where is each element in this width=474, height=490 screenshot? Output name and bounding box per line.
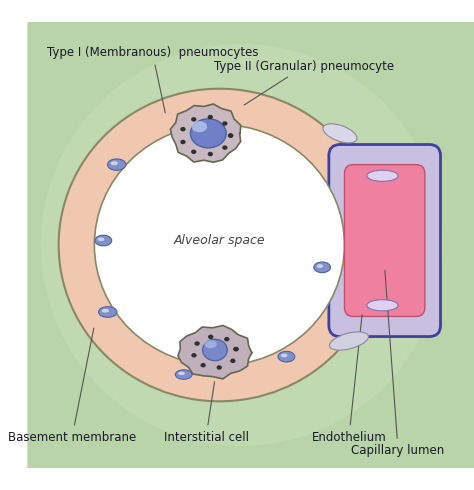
Ellipse shape <box>228 133 233 138</box>
Text: Type I (Membranous)  pneumocytes: Type I (Membranous) pneumocytes <box>47 47 258 113</box>
Ellipse shape <box>281 353 288 357</box>
Ellipse shape <box>367 300 398 311</box>
Ellipse shape <box>204 340 217 348</box>
Ellipse shape <box>108 159 126 171</box>
Ellipse shape <box>314 262 330 272</box>
Ellipse shape <box>329 332 368 350</box>
Text: Alveolar space: Alveolar space <box>173 234 265 247</box>
FancyBboxPatch shape <box>345 165 425 317</box>
Ellipse shape <box>217 365 222 370</box>
Ellipse shape <box>278 351 295 362</box>
Ellipse shape <box>233 347 238 351</box>
Ellipse shape <box>99 307 117 318</box>
Ellipse shape <box>233 347 238 351</box>
Text: Endothelium: Endothelium <box>311 315 386 443</box>
Ellipse shape <box>208 115 213 120</box>
Ellipse shape <box>41 44 443 446</box>
Ellipse shape <box>323 124 357 143</box>
Ellipse shape <box>317 264 323 268</box>
Polygon shape <box>170 104 241 162</box>
Ellipse shape <box>95 235 112 246</box>
Ellipse shape <box>230 359 236 363</box>
Ellipse shape <box>228 133 233 138</box>
Ellipse shape <box>191 119 226 148</box>
Ellipse shape <box>201 363 206 368</box>
Ellipse shape <box>101 309 109 313</box>
Ellipse shape <box>178 372 185 375</box>
FancyBboxPatch shape <box>27 22 474 468</box>
Polygon shape <box>178 325 252 379</box>
Ellipse shape <box>175 370 192 379</box>
Text: Interstitial cell: Interstitial cell <box>164 382 248 443</box>
Ellipse shape <box>191 149 196 154</box>
Ellipse shape <box>110 161 118 165</box>
Ellipse shape <box>208 152 213 156</box>
FancyBboxPatch shape <box>329 145 440 337</box>
Ellipse shape <box>208 335 213 339</box>
Ellipse shape <box>222 146 228 150</box>
Ellipse shape <box>59 89 380 401</box>
Text: Capillary lumen: Capillary lumen <box>351 270 445 457</box>
Ellipse shape <box>94 124 345 366</box>
Ellipse shape <box>203 339 227 361</box>
Ellipse shape <box>191 353 197 358</box>
Ellipse shape <box>194 342 200 346</box>
Ellipse shape <box>98 238 104 241</box>
Ellipse shape <box>367 170 398 181</box>
Text: Basement membrane: Basement membrane <box>8 328 136 443</box>
Ellipse shape <box>191 121 207 132</box>
Text: Type II (Granular) pneumocyte: Type II (Granular) pneumocyte <box>214 60 394 105</box>
Ellipse shape <box>222 122 228 126</box>
Ellipse shape <box>180 127 186 131</box>
Ellipse shape <box>180 140 186 144</box>
Ellipse shape <box>191 117 196 122</box>
Ellipse shape <box>224 337 229 342</box>
